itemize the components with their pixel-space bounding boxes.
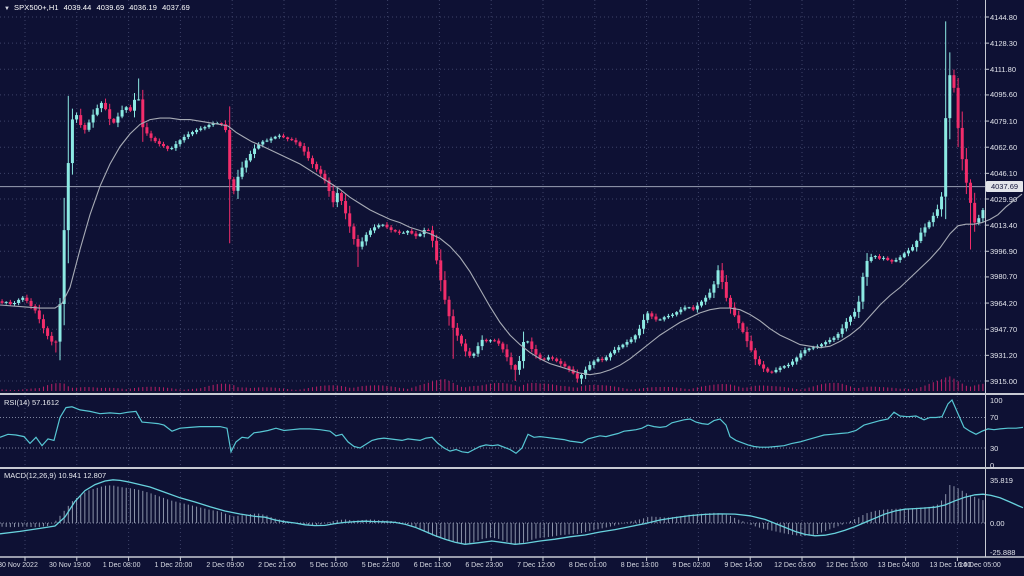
time-axis-label: 2 Dec 21:00 (258, 562, 296, 569)
current-price-badge: 4037.69 (986, 181, 1023, 193)
panel-separators (0, 0, 1024, 561)
time-axis-label: 6 Dec 23:00 (465, 562, 504, 569)
price-axis-label: 3996.90 (990, 246, 1018, 256)
time-axis-label: 5 Dec 10:00 (309, 562, 348, 569)
grid (0, 0, 985, 557)
price-axis-label: 4095.60 (990, 90, 1018, 100)
price-axis-label: 4079.10 (990, 116, 1018, 126)
time-axis-label: 14 Dec 05:00 (959, 562, 1001, 569)
time-axis-label: 2 Dec 09:00 (206, 562, 245, 569)
macd-axis-label: 35.819 (990, 475, 1013, 485)
macd-axis-label: 0.00 (990, 518, 1005, 528)
price-axis-label: 4029.90 (990, 194, 1018, 204)
candles (0, 21, 985, 385)
price-axis-label: 4144.80 (990, 12, 1018, 22)
rsi-line (0, 398, 1024, 455)
macd-histogram (1, 485, 984, 545)
price-axis-label: 4062.60 (990, 142, 1018, 152)
time-axis-label: 9 Dec 14:00 (724, 562, 763, 569)
price-axis-label: 3931.20 (990, 350, 1018, 360)
rsi-axis-label: 100 (990, 396, 1003, 405)
time-axis-label: 1 Dec 08:00 (102, 562, 141, 569)
macd-axis-label: -25.888 (990, 548, 1016, 557)
rsi-axis-label: 30 (990, 443, 999, 453)
time-axis-label: 7 Dec 12:00 (517, 562, 555, 569)
time-axis-label: 13 Dec 04:00 (877, 562, 920, 569)
macd-signal-line (0, 479, 1024, 545)
time-axis-label: 1 Dec 20:00 (154, 562, 193, 569)
time-axis-label: 13 Dec 16:00 (929, 562, 972, 569)
price-axis-label: 3980.70 (990, 272, 1018, 282)
rsi-axis-label: 70 (990, 413, 999, 422)
time-axis-label: 9 Dec 02:00 (672, 562, 711, 569)
price-axis-label: 3915.00 (990, 376, 1018, 386)
rsi-axis-label: 0 (990, 461, 995, 470)
time-axis-label: 5 Dec 22:00 (361, 562, 400, 569)
price-axis-label: 4111.80 (990, 64, 1016, 74)
time-axis-label: 8 Dec 13:00 (620, 562, 659, 569)
time-axis-label: 12 Dec 03:00 (774, 562, 816, 569)
time-axis-label: 12 Dec 15:00 (825, 562, 868, 569)
price-axis-label: 4128.30 (990, 38, 1018, 48)
moving-average-line (0, 117, 1023, 376)
price-axis-label: 3947.70 (990, 324, 1018, 334)
price-axis-label: 4013.40 (990, 220, 1018, 230)
volume-bars (1, 376, 984, 391)
time-axis-label: 30 Nov 19:00 (48, 562, 91, 569)
price-axis-label: 4046.10 (990, 168, 1018, 178)
time-axis-label: 8 Dec 01:00 (568, 562, 607, 569)
time-axis-label: 30 Nov 2022 (0, 562, 38, 569)
time-axis-label: 6 Dec 11:00 (413, 562, 452, 569)
price-axis-label: 3964.20 (990, 298, 1018, 308)
